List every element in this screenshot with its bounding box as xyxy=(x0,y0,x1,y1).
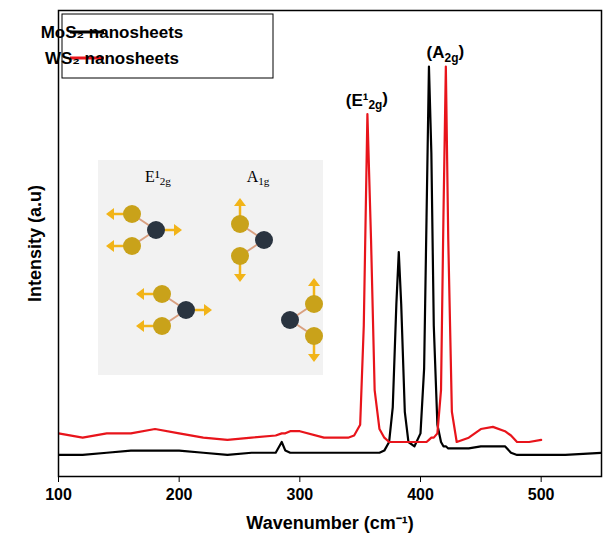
svg-text:(A2g): (A2g) xyxy=(427,42,465,65)
svg-text:(E¹2g): (E¹2g) xyxy=(346,89,388,112)
svg-text:MoS₂ nanosheets: MoS₂ nanosheets xyxy=(41,23,184,42)
svg-text:500: 500 xyxy=(528,486,555,503)
svg-text:300: 300 xyxy=(286,486,313,503)
svg-text:A1g: A1g xyxy=(247,168,270,187)
svg-text:400: 400 xyxy=(407,486,434,503)
svg-text:100: 100 xyxy=(45,486,72,503)
svg-text:E¹2g: E¹2g xyxy=(145,168,171,187)
svg-text:Intensity (a.u): Intensity (a.u) xyxy=(25,185,45,302)
svg-text:WS₂ nanosheets: WS₂ nanosheets xyxy=(45,49,179,68)
svg-text:200: 200 xyxy=(166,486,193,503)
svg-text:Wavenumber (cm⁻¹): Wavenumber (cm⁻¹) xyxy=(246,513,413,533)
